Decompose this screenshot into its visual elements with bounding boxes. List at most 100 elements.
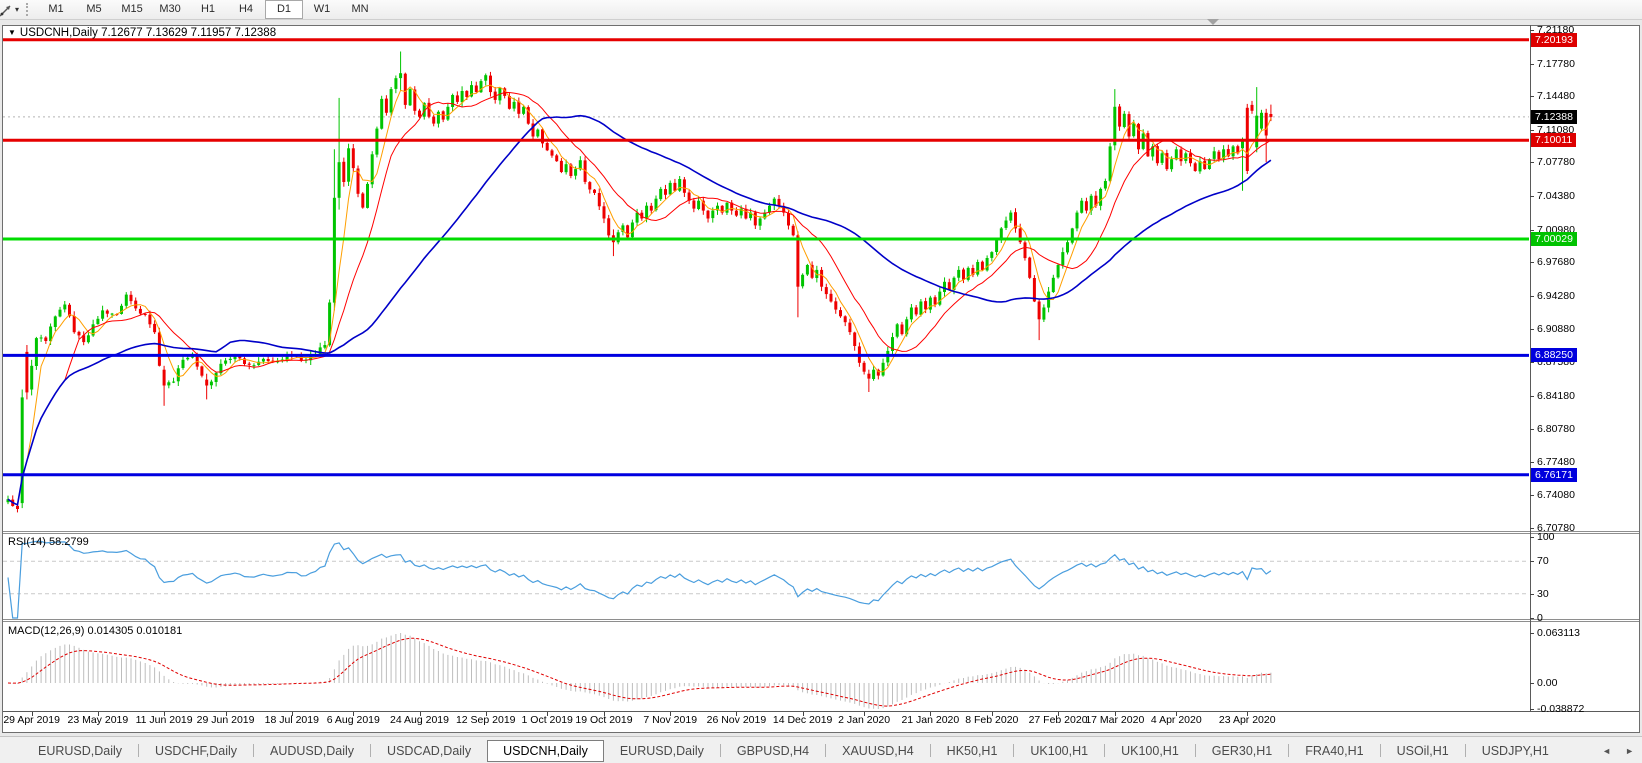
rsi-panel[interactable]: [3, 534, 1529, 619]
tool-dropdown-caret-icon[interactable]: ▾: [15, 5, 20, 14]
crosshair-tool-icon[interactable]: [0, 2, 14, 18]
date-label: 26 Nov 2019: [706, 714, 767, 726]
price-tick-label: 6.90880: [1537, 323, 1575, 336]
price-badge: 6.88250: [1531, 348, 1577, 363]
timeframe-button-h4[interactable]: H4: [238, 3, 254, 15]
price-badge: 7.00029: [1531, 231, 1577, 246]
timeframe-button-h1[interactable]: H1: [200, 3, 216, 15]
date-label: 2 Jan 2020: [838, 714, 891, 726]
price-tick-mark: [1530, 262, 1534, 264]
cursor-tool-group: ▾: [0, 0, 22, 19]
chart-ohlc-values: 7.12677 7.13629 7.11957 7.12388: [101, 27, 277, 39]
date-label: 29 Jun 2019: [196, 714, 255, 726]
price-tick-mark: [1530, 29, 1534, 31]
chart-title: ▼ USDCNH,Daily 7.12677 7.13629 7.11957 7.…: [8, 27, 276, 39]
tab-item-fra40-h1[interactable]: FRA40,H1: [1305, 743, 1364, 758]
tab-scroll-arrows: ◄ ►: [1602, 737, 1634, 763]
date-tick-mark: [1247, 712, 1249, 716]
tab-item-usdcnh-daily[interactable]: USDCNH,Daily: [487, 739, 604, 762]
date-tick-mark: [802, 712, 804, 716]
macd-tick-label: -0.038872: [1537, 703, 1585, 715]
price-tick-mark: [1530, 162, 1534, 164]
price-badge: 7.20193: [1531, 32, 1577, 47]
chart-tabs: EURUSD,Daily USDCHF,Daily AUDUSD,Daily USDC…: [0, 737, 1565, 763]
rsi-tick-label: 0: [1537, 612, 1543, 624]
tab-item-hk50-h1[interactable]: HK50,H1: [946, 743, 998, 758]
date-label: 18 Jul 2019: [264, 714, 319, 726]
macd-tick-label: 0.00: [1537, 677, 1558, 689]
tab-item-xauusd-h4[interactable]: XAUUSD,H4: [842, 743, 914, 758]
tab-separator: [1379, 744, 1381, 757]
timeframe-button-d1[interactable]: D1: [265, 0, 304, 19]
price-tick-label: 6.97680: [1537, 256, 1575, 269]
tab-separator: [1013, 744, 1015, 757]
price-tick-mark: [1530, 195, 1534, 197]
price-tick-label: 7.14480: [1537, 90, 1575, 103]
tab-item-usdjpy-h1[interactable]: USDJPY,H1: [1481, 743, 1549, 758]
date-label: 8 Feb 2020: [965, 714, 1019, 726]
date-tick-mark: [1058, 712, 1060, 716]
main-price-chart[interactable]: [3, 26, 1529, 531]
collapse-arrow-icon[interactable]: ▼: [8, 28, 16, 37]
rsi-tick-label: 100: [1537, 531, 1555, 543]
date-tick-mark: [736, 712, 738, 716]
tab-separator: [1104, 744, 1106, 757]
date-label: 23 Apr 2020: [1218, 714, 1276, 726]
date-tick-mark: [864, 712, 866, 716]
panel-separator-macd[interactable]: [3, 619, 1639, 622]
price-tick-mark: [1530, 495, 1534, 497]
price-tick-mark: [1530, 329, 1534, 331]
tab-separator: [1464, 744, 1466, 757]
price-badge: 7.10011: [1531, 133, 1577, 148]
tab-item-eurusd-daily[interactable]: EURUSD,Daily: [619, 743, 704, 758]
tab-item-usdchf-daily[interactable]: USDCHF,Daily: [155, 743, 237, 758]
tabs-scroll-right-icon[interactable]: ►: [1625, 745, 1634, 756]
tab-separator: [253, 744, 254, 757]
date-label: 6 Aug 2019: [326, 714, 380, 726]
chart-symbol-label: USDCNH,Daily: [19, 27, 98, 39]
tab-item-audusd-daily[interactable]: AUDUSD,Daily: [270, 743, 355, 758]
date-tick-mark: [31, 712, 33, 716]
timeframe-button-m5[interactable]: M5: [86, 3, 102, 15]
date-label: 23 May 2019: [67, 714, 129, 726]
chart-shift-marker[interactable]: [1207, 19, 1219, 25]
price-tick-mark: [1530, 63, 1534, 65]
date-axis-border: [3, 711, 1639, 712]
price-tick-mark: [1530, 461, 1534, 463]
panel-separator-rsi[interactable]: [3, 531, 1639, 534]
date-tick-mark: [930, 712, 932, 716]
timeframe-button-m15[interactable]: M15: [121, 3, 143, 15]
price-badge: 7.12388: [1531, 109, 1577, 124]
price-tick-label: 7.17780: [1537, 57, 1575, 70]
macd-panel[interactable]: [3, 622, 1529, 711]
tab-item-uk100-h1[interactable]: UK100,H1: [1121, 743, 1179, 758]
tab-item-usdcad-daily[interactable]: USDCAD,Daily: [387, 743, 472, 758]
date-label: 14 Dec 2019: [772, 714, 833, 726]
date-label: 4 Apr 2020: [1150, 714, 1202, 726]
chart-tab-bar: EURUSD,Daily USDCHF,Daily AUDUSD,Daily USDC…: [0, 736, 1642, 763]
timeframe-toolbar: M1 M5 M15 M30 H1 H4 D1 W1 MN: [37, 0, 379, 19]
tab-item-gbpusd-h4[interactable]: GBPUSD,H4: [736, 743, 810, 758]
date-tick-mark: [97, 712, 99, 716]
timeframe-button-m1[interactable]: M1: [48, 3, 64, 15]
timeframe-button-mn[interactable]: MN: [351, 3, 369, 15]
rsi-tick-label: 70: [1537, 555, 1549, 568]
timeframe-button-m30[interactable]: M30: [159, 3, 181, 15]
date-tick-mark: [419, 712, 421, 716]
tab-item-usoil-h1[interactable]: USOil,H1: [1396, 743, 1449, 758]
tab-item-ger30-h1[interactable]: GER30,H1: [1211, 743, 1273, 758]
tab-item-uk100-h1[interactable]: UK100,H1: [1030, 743, 1089, 758]
date-label: 29 Apr 2019: [3, 714, 60, 726]
date-label: 1 Oct 2019: [521, 714, 573, 726]
toolbar-grip[interactable]: [26, 3, 31, 16]
rsi-indicator-label: RSI(14) 58.2799: [8, 536, 89, 548]
tabs-scroll-left-icon[interactable]: ◄: [1602, 745, 1612, 756]
date-tick-mark: [485, 712, 487, 716]
tab-item-eurusd-daily[interactable]: EURUSD,Daily: [38, 743, 123, 758]
date-tick-mark: [547, 712, 549, 716]
date-tick-mark: [603, 712, 605, 716]
tab-separator: [1288, 744, 1290, 757]
timeframe-button-w1[interactable]: W1: [313, 3, 331, 15]
macd-tick-mark: [1530, 633, 1534, 634]
price-tick-mark: [1530, 129, 1534, 131]
